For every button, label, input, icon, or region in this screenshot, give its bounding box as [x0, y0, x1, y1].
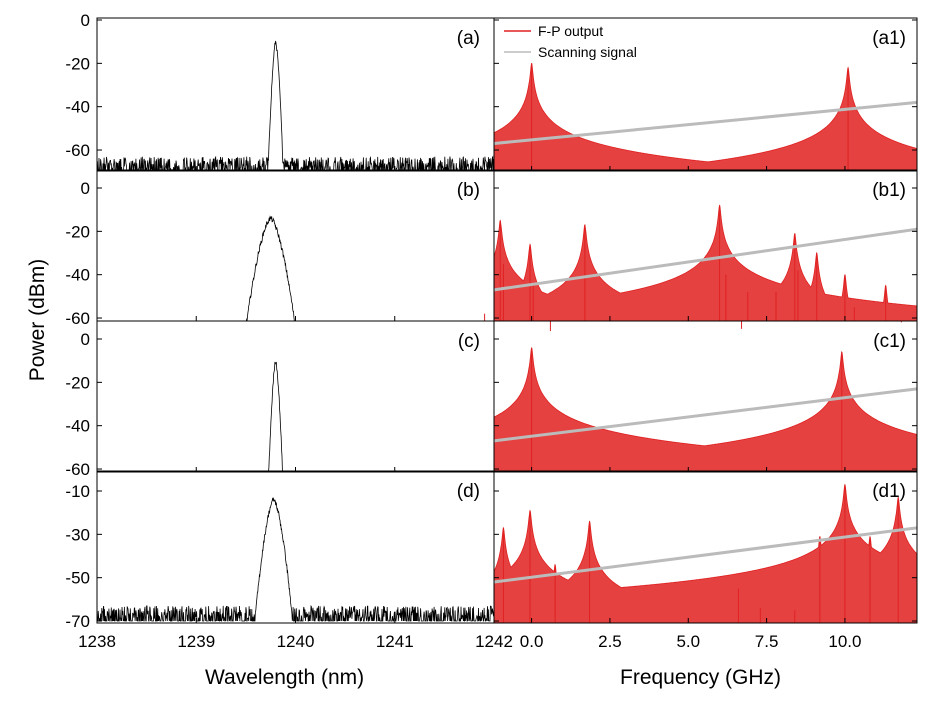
y-tick-label: -40: [65, 98, 90, 117]
x-tick-label: 1240: [277, 632, 315, 651]
optical-spectrum-line: [96, 40, 495, 172]
legend: F-P output Scanning signal: [504, 23, 637, 60]
panel-label-b: (b): [457, 180, 480, 201]
y-tick-label: 0: [81, 11, 90, 30]
panel-d1: [493, 484, 918, 624]
panel-label-b1: (b1): [872, 180, 906, 201]
y-tick-label: -60: [65, 309, 90, 328]
panel-label-d1: (d1): [872, 481, 906, 502]
panel-frame: [493, 470, 918, 624]
y-tick-label: -20: [65, 373, 90, 392]
y-axis-title: Power (dBm): [26, 259, 49, 382]
panel-frame: [96, 320, 495, 473]
x-tick-label: 1242: [475, 632, 513, 651]
legend-label-scanning-signal: Scanning signal: [538, 44, 637, 60]
x-tick-label: 5.0: [676, 632, 700, 651]
y-tick-label: -40: [65, 417, 90, 436]
x-tick-label: 1238: [78, 632, 116, 651]
panel-c: [97, 361, 494, 473]
panel-label-d: (d): [457, 481, 480, 502]
x-tick-label: 1239: [177, 632, 215, 651]
panel-d: [97, 497, 495, 622]
optical-spectrum-line: [97, 215, 494, 322]
panel-c1: [493, 347, 918, 473]
y-tick-label: -60: [65, 141, 90, 160]
panel-frame: [96, 169, 495, 322]
scanning-signal-line: [493, 227, 918, 292]
panel-label-c: (c): [458, 331, 480, 352]
scanning-signal-line: [493, 526, 918, 584]
fp-output-trace: [493, 484, 918, 624]
legend-label-fp-output: F-P output: [538, 23, 603, 39]
left-x-axis-title: Wavelength (nm): [205, 666, 364, 689]
x-tick-label: 1241: [376, 632, 414, 651]
panel-label-c1: (c1): [873, 331, 906, 352]
fp-output-trace: [493, 204, 918, 322]
y-tick-label: -50: [65, 569, 90, 588]
y-tick-label: 0: [81, 179, 90, 198]
panel-label-a: (a): [457, 28, 480, 49]
y-tick-label: 0: [81, 330, 90, 349]
y-tick-label: -10: [65, 482, 90, 501]
scanning-signal-line: [493, 387, 918, 443]
panel-frame: [493, 320, 918, 473]
optical-spectrum-line: [97, 497, 495, 622]
y-tick-label: -40: [65, 266, 90, 285]
panel-frame: [493, 17, 918, 172]
scanning-signal-line: [493, 100, 918, 146]
panels-layer: [96, 40, 918, 624]
fp-output-trace: [493, 62, 918, 172]
panel-b: [97, 215, 494, 322]
right-x-axis-title: Frequency (GHz): [620, 666, 781, 689]
panel-label-a1: (a1): [872, 28, 906, 49]
panel-a1: [493, 62, 918, 172]
y-tick-label: -20: [65, 222, 90, 241]
panel-frame: [96, 17, 495, 172]
x-tick-label: 7.5: [755, 632, 779, 651]
x-tick-label: 10.0: [828, 632, 861, 651]
x-tick-label: 2.5: [598, 632, 622, 651]
optical-spectrum-line: [97, 361, 494, 473]
y-tick-label: -70: [65, 612, 90, 631]
x-tick-label: 0.0: [520, 632, 544, 651]
panel-b1: [484, 204, 918, 332]
panel-frame: [96, 470, 495, 624]
y-tick-label: -60: [65, 460, 90, 479]
fp-output-trace: [493, 347, 918, 473]
y-tick-label: -30: [65, 525, 90, 544]
y-tick-label: -20: [65, 54, 90, 73]
panel-a: [96, 40, 495, 172]
frame-layer: 0 -20 -40 -60 (a) (a1) 0 -20 -40 -60 (b) (b1) 0 -20 -4…: [65, 11, 918, 651]
